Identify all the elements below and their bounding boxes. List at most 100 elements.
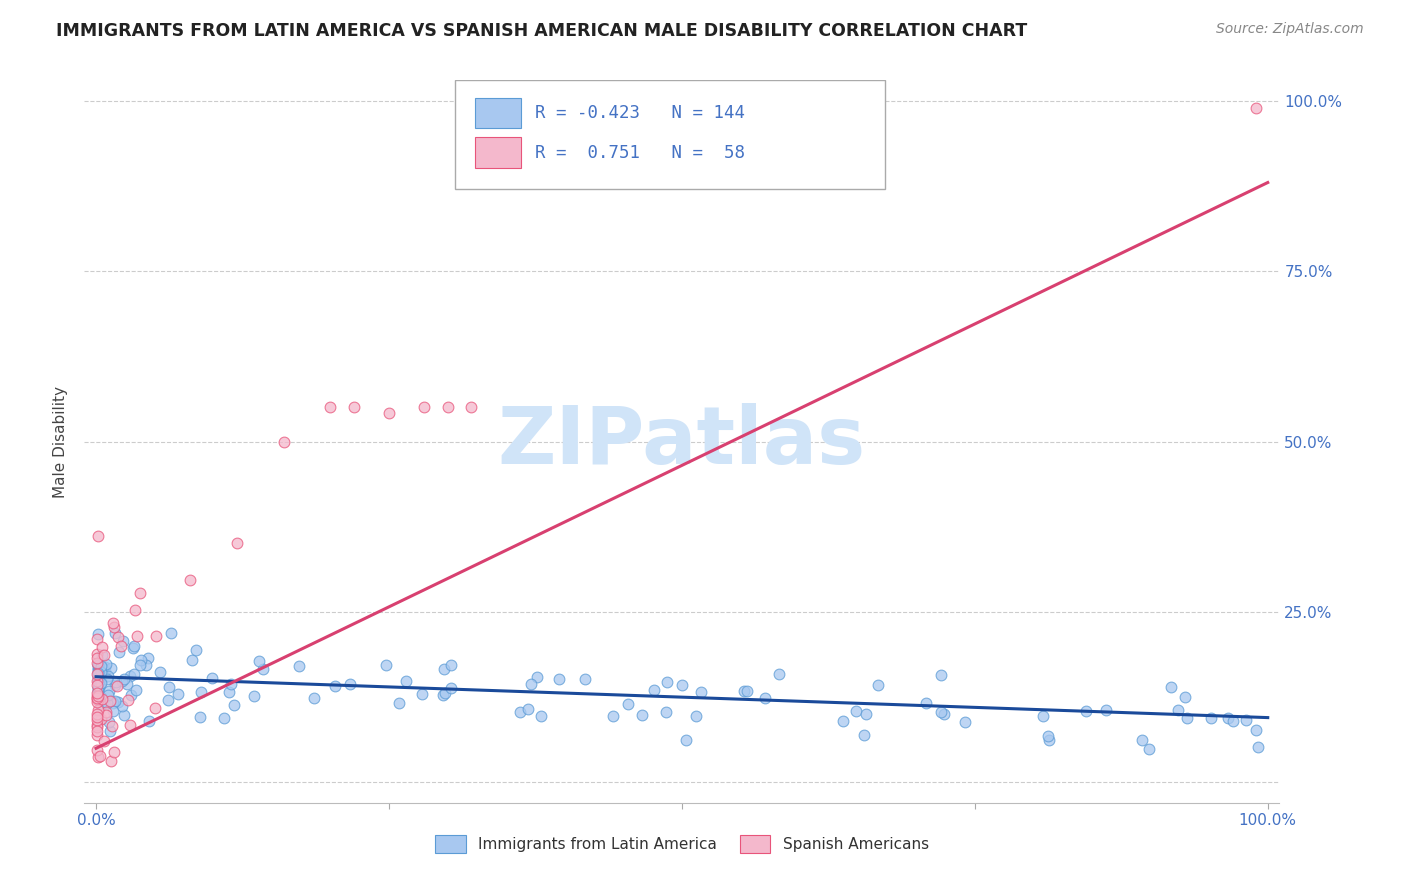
Point (89, 670, 111, 684)
Point (111, 698, 134, 713)
Point (104, 694, 127, 708)
Point (1216, 711, 1239, 725)
Point (179, 573, 201, 587)
Point (517, 702, 540, 716)
Point (218, 685, 240, 699)
Legend: Immigrants from Latin America, Spanish Americans: Immigrants from Latin America, Spanish A… (427, 827, 936, 860)
Point (87, 681, 110, 695)
Point (436, 401, 458, 415)
Point (122, 639, 145, 653)
FancyBboxPatch shape (475, 97, 520, 128)
Point (1130, 732, 1153, 747)
Point (768, 666, 790, 681)
Point (735, 684, 758, 698)
Point (212, 711, 235, 725)
Point (87, 684, 110, 698)
Point (343, 401, 366, 415)
Point (87, 669, 110, 683)
FancyBboxPatch shape (475, 137, 520, 168)
Point (98, 683, 121, 698)
Point (1160, 681, 1182, 695)
Point (460, 401, 482, 415)
Point (87, 665, 110, 680)
Point (167, 687, 190, 701)
Point (89, 673, 111, 688)
Point (129, 653, 152, 667)
Point (375, 658, 398, 673)
Point (105, 679, 128, 693)
Point (121, 640, 143, 655)
Point (87, 703, 110, 717)
Point (107, 695, 129, 709)
Point (547, 672, 569, 686)
Point (89, 749, 111, 764)
Point (395, 673, 418, 688)
Point (86, 713, 108, 727)
Point (411, 687, 433, 701)
Point (87, 674, 110, 689)
Point (1175, 711, 1198, 725)
Point (86, 689, 108, 703)
Point (852, 728, 875, 742)
Text: ZIPatlas: ZIPatlas (498, 402, 866, 481)
Point (104, 675, 127, 690)
Point (93, 734, 115, 748)
Point (247, 654, 270, 668)
Text: Source: ZipAtlas.com: Source: ZipAtlas.com (1216, 22, 1364, 37)
Point (89, 678, 111, 692)
Point (1038, 732, 1060, 747)
Point (1095, 703, 1118, 717)
Point (1032, 708, 1054, 723)
Point (94, 664, 117, 678)
Point (98, 724, 121, 739)
Point (929, 668, 952, 682)
Point (100, 661, 122, 675)
Point (287, 658, 309, 673)
Point (87, 689, 110, 703)
Point (93, 648, 115, 662)
Point (112, 634, 135, 648)
Text: IMMIGRANTS FROM LATIN AMERICA VS SPANISH AMERICAN MALE DISABILITY CORRELATION CH: IMMIGRANTS FROM LATIN AMERICA VS SPANISH… (56, 22, 1028, 40)
Point (90, 676, 112, 690)
Text: R =  0.751   N =  58: R = 0.751 N = 58 (534, 144, 745, 161)
Point (671, 678, 693, 692)
Point (302, 691, 325, 706)
Point (101, 696, 124, 710)
Point (1234, 713, 1257, 727)
Point (128, 585, 150, 599)
FancyBboxPatch shape (456, 80, 886, 189)
Point (117, 692, 139, 706)
Point (440, 658, 463, 673)
Point (339, 677, 361, 691)
Point (94, 657, 117, 671)
Point (135, 658, 157, 673)
Point (110, 639, 132, 653)
Point (201, 671, 224, 685)
Point (112, 707, 135, 722)
Point (675, 732, 697, 747)
Point (520, 677, 543, 691)
Point (100, 755, 122, 769)
Point (432, 662, 454, 676)
Point (86, 717, 108, 731)
Point (107, 631, 129, 645)
Point (914, 696, 936, 710)
Point (96, 697, 118, 711)
Point (87, 665, 110, 680)
Point (98, 715, 121, 730)
Point (432, 688, 454, 702)
Point (184, 642, 207, 657)
Point (124, 602, 146, 616)
Point (689, 685, 711, 699)
Point (143, 700, 166, 714)
Point (138, 714, 160, 729)
Point (125, 629, 148, 643)
Point (509, 706, 531, 720)
Point (97, 669, 120, 683)
Point (101, 719, 124, 733)
Y-axis label: Male Disability: Male Disability (53, 385, 69, 498)
Point (86, 691, 108, 706)
Point (929, 705, 952, 719)
Point (104, 678, 127, 692)
Point (94, 660, 117, 674)
